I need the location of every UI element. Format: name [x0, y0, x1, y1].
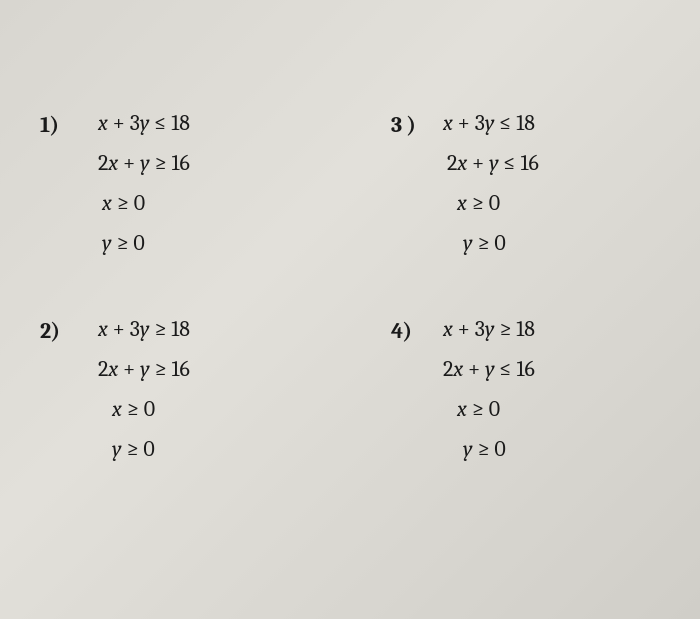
constraint-line: x ≥ 0	[443, 190, 539, 216]
constraint-line: x + 3y ≤ 18	[443, 110, 539, 136]
problem-3: 3 ) x + 3y ≤ 18 2x + y ≤ 16 x ≥ 0 y ≥ 0	[385, 110, 700, 256]
constraint-line: x + 3y ≥ 18	[98, 316, 190, 342]
constraint-line: y ≥ 0	[98, 230, 190, 256]
problem-label: 3 )	[385, 110, 443, 138]
problem-1: 1) x + 3y ≤ 18 2x + y ≥ 16 x ≥ 0 y ≥ 0	[40, 110, 355, 256]
constraint-list: x + 3y ≤ 18 2x + y ≤ 16 x ≥ 0 y ≥ 0	[443, 110, 539, 256]
constraint-line: x ≥ 0	[98, 190, 190, 216]
constraint-line: y ≥ 0	[98, 436, 190, 462]
problem-2: 2) x + 3y ≥ 18 2x + y ≥ 16 x ≥ 0 y ≥ 0	[40, 316, 355, 462]
constraint-line: 2x + y ≤ 16	[443, 150, 539, 176]
problem-label: 2)	[40, 316, 98, 344]
constraint-line: 2x + y ≥ 16	[98, 356, 190, 382]
constraint-line: 2x + y ≤ 16	[443, 356, 535, 382]
constraint-list: x + 3y ≥ 18 2x + y ≥ 16 x ≥ 0 y ≥ 0	[98, 316, 190, 462]
constraint-line: x + 3y ≥ 18	[443, 316, 535, 342]
constraint-list: x + 3y ≥ 18 2x + y ≤ 16 x ≥ 0 y ≥ 0	[443, 316, 535, 462]
constraint-line: x ≥ 0	[443, 396, 535, 422]
problem-label: 1)	[40, 110, 98, 138]
constraint-line: 2x + y ≥ 16	[98, 150, 190, 176]
constraint-line: x + 3y ≤ 18	[98, 110, 190, 136]
problem-4: 4) x + 3y ≥ 18 2x + y ≤ 16 x ≥ 0 y ≥ 0	[385, 316, 700, 462]
problem-label: 4)	[385, 316, 443, 344]
constraint-line: y ≥ 0	[443, 436, 535, 462]
constraint-line: x ≥ 0	[98, 396, 190, 422]
problem-grid: 1) x + 3y ≤ 18 2x + y ≥ 16 x ≥ 0 y ≥ 0 3…	[40, 110, 700, 462]
constraint-list: x + 3y ≤ 18 2x + y ≥ 16 x ≥ 0 y ≥ 0	[98, 110, 190, 256]
constraint-line: y ≥ 0	[443, 230, 539, 256]
